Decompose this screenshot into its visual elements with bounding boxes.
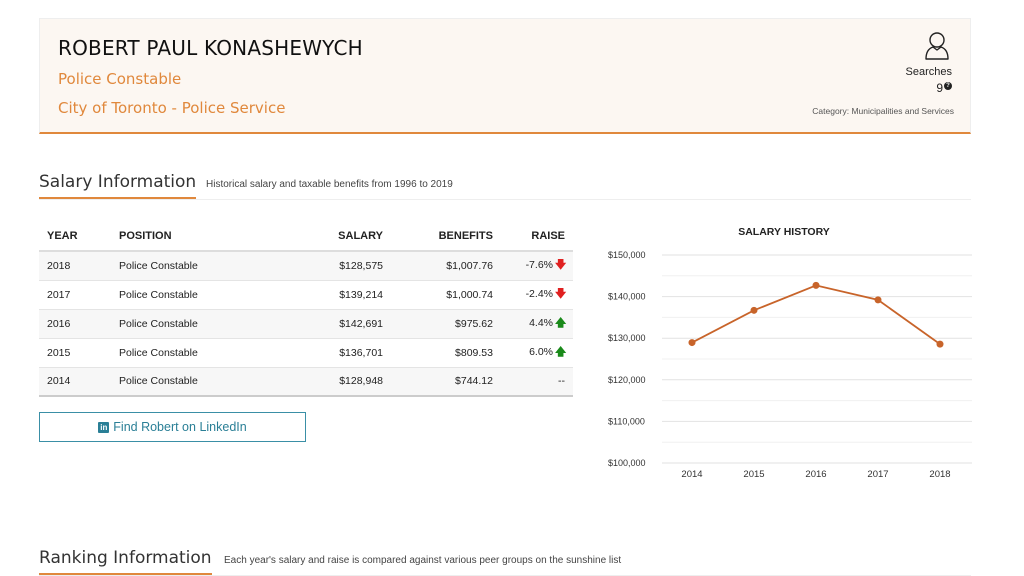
chart-title: SALARY HISTORY xyxy=(738,226,830,238)
searches-count: 9? xyxy=(936,81,952,95)
data-point xyxy=(750,306,758,314)
cell-salary: $128,575 xyxy=(291,251,391,281)
salary-table: YEAR POSITION SALARY BENEFITS RAISE 2018… xyxy=(39,221,573,397)
table-row: 2016 Police Constable $142,691 $975.62 4… xyxy=(39,309,573,339)
raise-value: 4.4% xyxy=(529,317,553,329)
cell-year: 2017 xyxy=(39,280,111,310)
header-year: YEAR xyxy=(39,221,111,252)
cell-raise: -7.6% 🡇 xyxy=(501,251,573,281)
help-icon[interactable]: ? xyxy=(944,82,952,90)
salary-history-chart: SALARY HISTORY $100,000 $110,000 $120,000 $… xyxy=(600,222,975,492)
header-salary: SALARY xyxy=(291,221,391,252)
cell-year: 2016 xyxy=(39,309,111,339)
x-tick-label: 2018 xyxy=(929,469,950,480)
cell-benefits: $1,007.76 xyxy=(391,251,501,281)
linkedin-button-label: Find Robert on LinkedIn xyxy=(113,420,247,434)
salary-section-title: Salary Information xyxy=(39,172,197,199)
cell-salary: $142,691 xyxy=(291,309,391,339)
raise-value: -- xyxy=(558,375,565,388)
series-line xyxy=(691,284,941,345)
x-tick-label: 2016 xyxy=(805,469,826,480)
cell-salary: $128,948 xyxy=(291,367,391,397)
ranking-section-header: Ranking Information Each year's salary a… xyxy=(39,548,971,576)
cell-salary: $139,214 xyxy=(291,280,391,310)
cell-year: 2014 xyxy=(39,367,111,397)
y-tick-label: $100,000 xyxy=(608,458,646,468)
salary-section-header: Salary Information Historical salary and… xyxy=(39,172,971,200)
x-tick-label: 2015 xyxy=(743,469,764,480)
arrow-up-icon: 🡅 xyxy=(555,346,567,358)
header-position: POSITION xyxy=(111,221,291,252)
raise-value: 6.0% xyxy=(529,346,553,358)
ranking-section-subtitle: Each year's salary and raise is compared… xyxy=(224,555,622,566)
x-tick-label: 2014 xyxy=(681,469,702,480)
cell-benefits: $744.12 xyxy=(391,367,501,397)
cell-raise: 6.0% 🡅 xyxy=(501,338,573,368)
linkedin-icon: in xyxy=(98,421,110,433)
cell-position: Police Constable xyxy=(111,309,291,339)
raise-value: -2.4% xyxy=(525,288,553,300)
cell-salary: $136,701 xyxy=(291,338,391,368)
header-raise: RAISE xyxy=(501,221,573,252)
table-row: 2018 Police Constable $128,575 $1,007.76… xyxy=(39,251,573,281)
table-row: 2014 Police Constable $128,948 $744.12 -… xyxy=(39,367,573,397)
ranking-section-title: Ranking Information xyxy=(39,548,212,575)
table-row: 2015 Police Constable $136,701 $809.53 6… xyxy=(39,338,573,368)
cell-year: 2018 xyxy=(39,251,111,281)
cell-raise: 4.4% 🡅 xyxy=(501,309,573,339)
arrow-up-icon: 🡅 xyxy=(555,317,567,329)
cell-benefits: $975.62 xyxy=(391,309,501,339)
x-tick-label: 2017 xyxy=(867,469,888,480)
arrow-down-icon: 🡇 xyxy=(555,288,567,300)
cell-position: Police Constable xyxy=(111,251,291,281)
salary-section-subtitle: Historical salary and taxable benefits f… xyxy=(206,179,453,190)
user-icon xyxy=(924,31,950,61)
y-tick-label: $140,000 xyxy=(608,292,646,302)
data-point xyxy=(936,340,944,348)
cell-raise: -2.4% 🡇 xyxy=(501,280,573,310)
searches-count-value: 9 xyxy=(936,81,943,95)
y-tick-label: $120,000 xyxy=(608,375,646,385)
raise-value: -7.6% xyxy=(525,259,553,272)
employee-name: ROBERT PAUL KONASHEWYCH xyxy=(58,36,363,60)
header-benefits: BENEFITS xyxy=(391,221,501,252)
y-tick-label: $110,000 xyxy=(608,416,645,426)
cell-raise: -- xyxy=(501,367,573,397)
employee-position: Police Constable xyxy=(58,70,182,88)
cell-benefits: $1,000.74 xyxy=(391,280,501,310)
searches-label: Searches xyxy=(905,66,952,78)
data-point xyxy=(874,296,882,304)
cell-position: Police Constable xyxy=(111,367,291,397)
cell-position: Police Constable xyxy=(111,338,291,368)
profile-card: ROBERT PAUL KONASHEWYCH Police Constable… xyxy=(39,18,971,134)
data-point xyxy=(812,281,820,289)
cell-benefits: $809.53 xyxy=(391,338,501,368)
y-tick-label: $150,000 xyxy=(608,250,646,260)
y-tick-label: $130,000 xyxy=(608,333,646,343)
cell-year: 2015 xyxy=(39,338,111,368)
table-header-row: YEAR POSITION SALARY BENEFITS RAISE xyxy=(39,221,573,252)
table-row: 2017 Police Constable $139,214 $1,000.74… xyxy=(39,280,573,310)
category-label: Category: Municipalities and Services xyxy=(812,106,954,116)
chart-svg: $100,000 $110,000 $120,000 $130,000 $140,000… xyxy=(608,250,972,480)
employee-employer: City of Toronto - Police Service xyxy=(58,99,286,117)
find-on-linkedin-button[interactable]: in Find Robert on LinkedIn xyxy=(39,412,306,442)
data-point xyxy=(688,339,696,347)
cell-position: Police Constable xyxy=(111,280,291,310)
arrow-down-icon: 🡇 xyxy=(555,259,567,272)
